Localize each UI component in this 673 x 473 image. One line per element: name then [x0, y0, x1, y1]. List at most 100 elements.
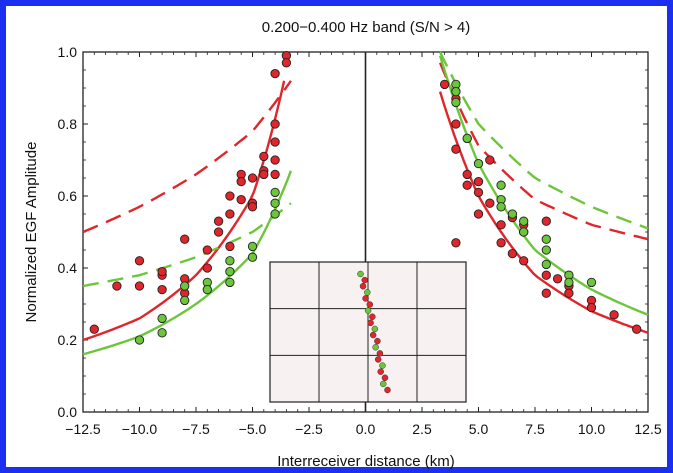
green-data-point	[541, 245, 551, 255]
red-data-point	[586, 302, 597, 313]
inset-station-dot	[379, 362, 386, 369]
plot-area: −12.5 −10.0 −7.5 −5.0 −2.5 0.0 2.5 5.0 7.5 10.0 12…	[58, 44, 662, 437]
green-data-point	[157, 328, 167, 338]
green-data-point	[180, 281, 190, 291]
y-tick-label: 0.6	[58, 188, 78, 204]
red-data-point	[180, 234, 190, 244]
x-tick-label: 2.5	[412, 421, 432, 437]
x-axis-label: Interreceiver distance (km)	[277, 453, 455, 470]
green-data-point	[473, 158, 484, 169]
green-data-point	[225, 256, 235, 266]
red-data-point	[473, 176, 484, 187]
red-data-point	[157, 284, 167, 295]
red-data-point	[134, 256, 145, 266]
red-data-point	[247, 202, 258, 212]
red-data-point	[236, 176, 246, 187]
green-data-point	[541, 259, 551, 270]
y-tick-label: 0.4	[58, 260, 78, 276]
inset-station-dot	[367, 319, 374, 327]
red-data-point	[236, 194, 246, 205]
inset-station-dot	[374, 356, 382, 363]
green-data-point	[451, 86, 461, 97]
green-data-point	[586, 277, 597, 288]
inset-station-dot	[364, 307, 372, 314]
red-dashed-fit-curve-right	[438, 62, 649, 241]
green-data-point	[496, 180, 506, 190]
red-data-point	[213, 227, 224, 237]
inset-station-dot	[361, 276, 369, 284]
inset-station-dot	[372, 344, 379, 351]
red-data-point	[213, 216, 224, 226]
red-data-point	[451, 238, 461, 248]
x-tick-label: −5.0	[239, 421, 267, 437]
red-data-point	[462, 180, 472, 190]
green-data-point	[519, 227, 529, 237]
green-data-point	[180, 295, 190, 306]
green-data-point	[519, 216, 529, 226]
red-data-point	[473, 187, 484, 198]
green-data-point	[541, 234, 551, 244]
green-data-point	[462, 133, 472, 144]
red-data-point	[507, 248, 518, 259]
red-data-point	[609, 310, 619, 320]
x-tick-label: −2.5	[295, 421, 323, 437]
red-data-point	[541, 288, 551, 298]
green-data-point	[202, 284, 212, 295]
red-data-point	[247, 173, 258, 183]
red-data-point	[451, 144, 461, 154]
red-data-point	[451, 119, 461, 129]
y-tick-label: 0.8	[58, 116, 78, 132]
red-data-point	[519, 256, 529, 266]
red-data-point	[259, 169, 269, 180]
x-tick-label: 5.0	[469, 421, 489, 437]
red-data-point	[552, 274, 563, 284]
inset-station-dot	[384, 386, 391, 394]
green-data-point	[270, 187, 280, 198]
y-tick-label: 0.2	[58, 332, 78, 348]
red-data-point	[270, 137, 280, 147]
red-data-point	[541, 216, 551, 226]
x-tick-label: −10.0	[122, 421, 158, 437]
x-tick-label: −7.5	[182, 421, 210, 437]
red-data-point	[134, 281, 145, 291]
red-data-point	[541, 270, 551, 280]
inset-station-dot	[369, 331, 377, 339]
green-data-point	[225, 277, 235, 288]
green-data-point	[157, 313, 167, 324]
green-data-point	[451, 97, 461, 108]
green-solid-fit-curve-right	[438, 55, 649, 316]
x-tick-label: 0.0	[356, 421, 376, 437]
red-data-point	[439, 79, 450, 90]
green-data-point	[247, 252, 258, 262]
green-data-point	[507, 209, 518, 219]
inset-station-dot	[366, 301, 374, 308]
red-data-point	[564, 288, 574, 298]
red-data-point	[473, 209, 484, 219]
red-data-point	[270, 155, 280, 165]
chart-title: 0.200−0.400 Hz band (S/N > 4)	[262, 19, 470, 36]
red-data-point	[496, 220, 506, 230]
red-data-point	[225, 241, 235, 252]
inset-station-dot	[377, 368, 384, 375]
inset-station-dot	[362, 295, 369, 302]
red-data-point	[496, 238, 506, 248]
red-data-point	[632, 324, 642, 334]
red-data-point	[270, 169, 280, 180]
inset-station-dot	[374, 337, 381, 345]
red-data-point	[270, 119, 280, 129]
red-data-point	[270, 68, 280, 79]
red-data-point	[462, 169, 472, 180]
inset-station-dot	[376, 350, 384, 357]
y-tick-label: 0.0	[58, 404, 78, 420]
red-dashed-fit-curve-left	[82, 80, 292, 234]
inset-station-dot	[371, 325, 379, 333]
green-data-point	[247, 241, 258, 252]
y-axis-label: Normalized EGF Amplitude	[23, 142, 40, 323]
inset-station-dot	[379, 380, 387, 388]
red-data-point	[202, 245, 212, 255]
green-data-point	[496, 202, 506, 212]
red-data-point	[485, 198, 495, 208]
red-data-point	[157, 266, 167, 277]
green-data-point	[270, 209, 280, 219]
red-data-point	[485, 155, 495, 165]
